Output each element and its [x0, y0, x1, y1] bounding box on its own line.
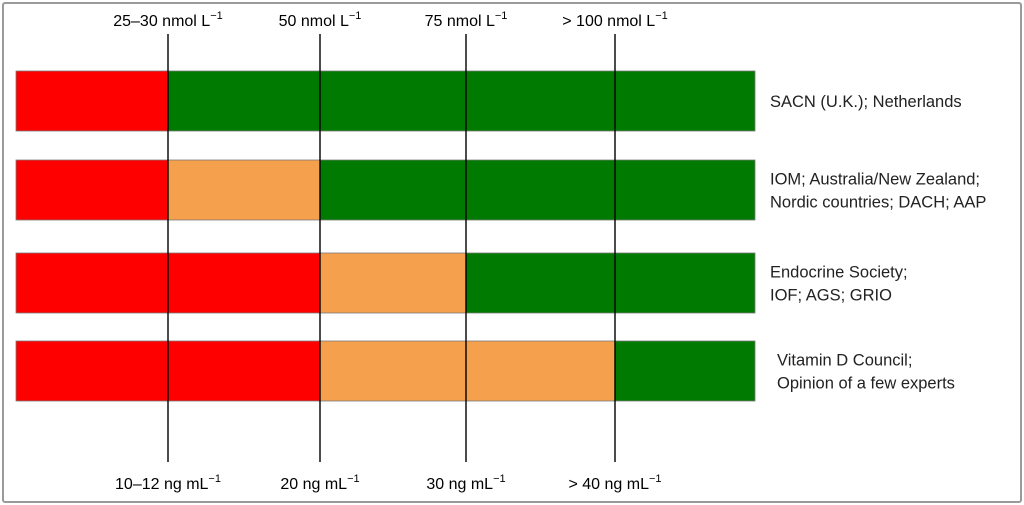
status-segment-sufficient: [614, 340, 756, 402]
guideline-source-label: IOF; AGS; GRIO: [770, 287, 892, 305]
status-segment-sufficient: [614, 70, 756, 132]
status-segment-insufficient: [319, 340, 467, 402]
threshold-label-ng: 10–12 ng mL−1: [115, 473, 221, 493]
threshold-label-nmol: 75 nmol L−1: [425, 10, 508, 30]
threshold-lines: [167, 34, 616, 462]
guideline-rows: SACN (U.K.); Netherlands IOM; Australia/N…: [15, 70, 986, 402]
status-segment-insufficient: [319, 252, 467, 314]
threshold-label-nmol: > 100 nmol L−1: [562, 10, 668, 30]
status-segment-sufficient: [465, 159, 616, 221]
guideline-source-label: Endocrine Society;: [770, 264, 908, 282]
guideline-source-label: IOM; Australia/New Zealand;: [770, 171, 980, 189]
guideline-source-label: Nordic countries; DACH; AAP: [770, 194, 986, 212]
status-segment-deficient: [15, 70, 169, 132]
guideline-row: IOM; Australia/New Zealand; Nordic countr…: [15, 159, 986, 221]
threshold-labels: 25–30 nmol L−1 10–12 ng mL−1 50 nmol L−1 20…: [113, 10, 668, 493]
threshold-label-ng: > 40 ng mL−1: [568, 473, 661, 493]
status-segment-sufficient: [614, 159, 756, 221]
guideline-row: SACN (U.K.); Netherlands: [15, 70, 962, 132]
status-segment-deficient: [167, 252, 321, 314]
status-segment-sufficient: [465, 252, 616, 314]
threshold-label-ng: 20 ng mL−1: [280, 473, 359, 493]
status-segment-deficient: [15, 252, 169, 314]
guideline-source-label: Opinion of a few experts: [777, 375, 955, 393]
status-segment-sufficient: [614, 252, 756, 314]
status-segment-sufficient: [319, 159, 467, 221]
threshold-label-nmol: 25–30 nmol L−1: [113, 10, 223, 30]
status-segment-insufficient: [167, 159, 321, 221]
status-segment-deficient: [15, 159, 169, 221]
status-segment-sufficient: [167, 70, 321, 132]
status-segment-sufficient: [319, 70, 467, 132]
guideline-source-label: Vitamin D Council;: [777, 352, 912, 370]
status-segment-deficient: [167, 340, 321, 402]
guideline-row: Vitamin D Council; Opinion of a few exper…: [15, 340, 955, 402]
guideline-row: Endocrine Society; IOF; AGS; GRIO: [15, 252, 908, 314]
status-segment-insufficient: [465, 340, 616, 402]
guideline-source-label: SACN (U.K.); Netherlands: [770, 93, 962, 111]
threshold-label-ng: 30 ng mL−1: [426, 473, 505, 493]
status-segment-sufficient: [465, 70, 616, 132]
status-segment-deficient: [15, 340, 169, 402]
threshold-label-nmol: 50 nmol L−1: [279, 10, 362, 30]
